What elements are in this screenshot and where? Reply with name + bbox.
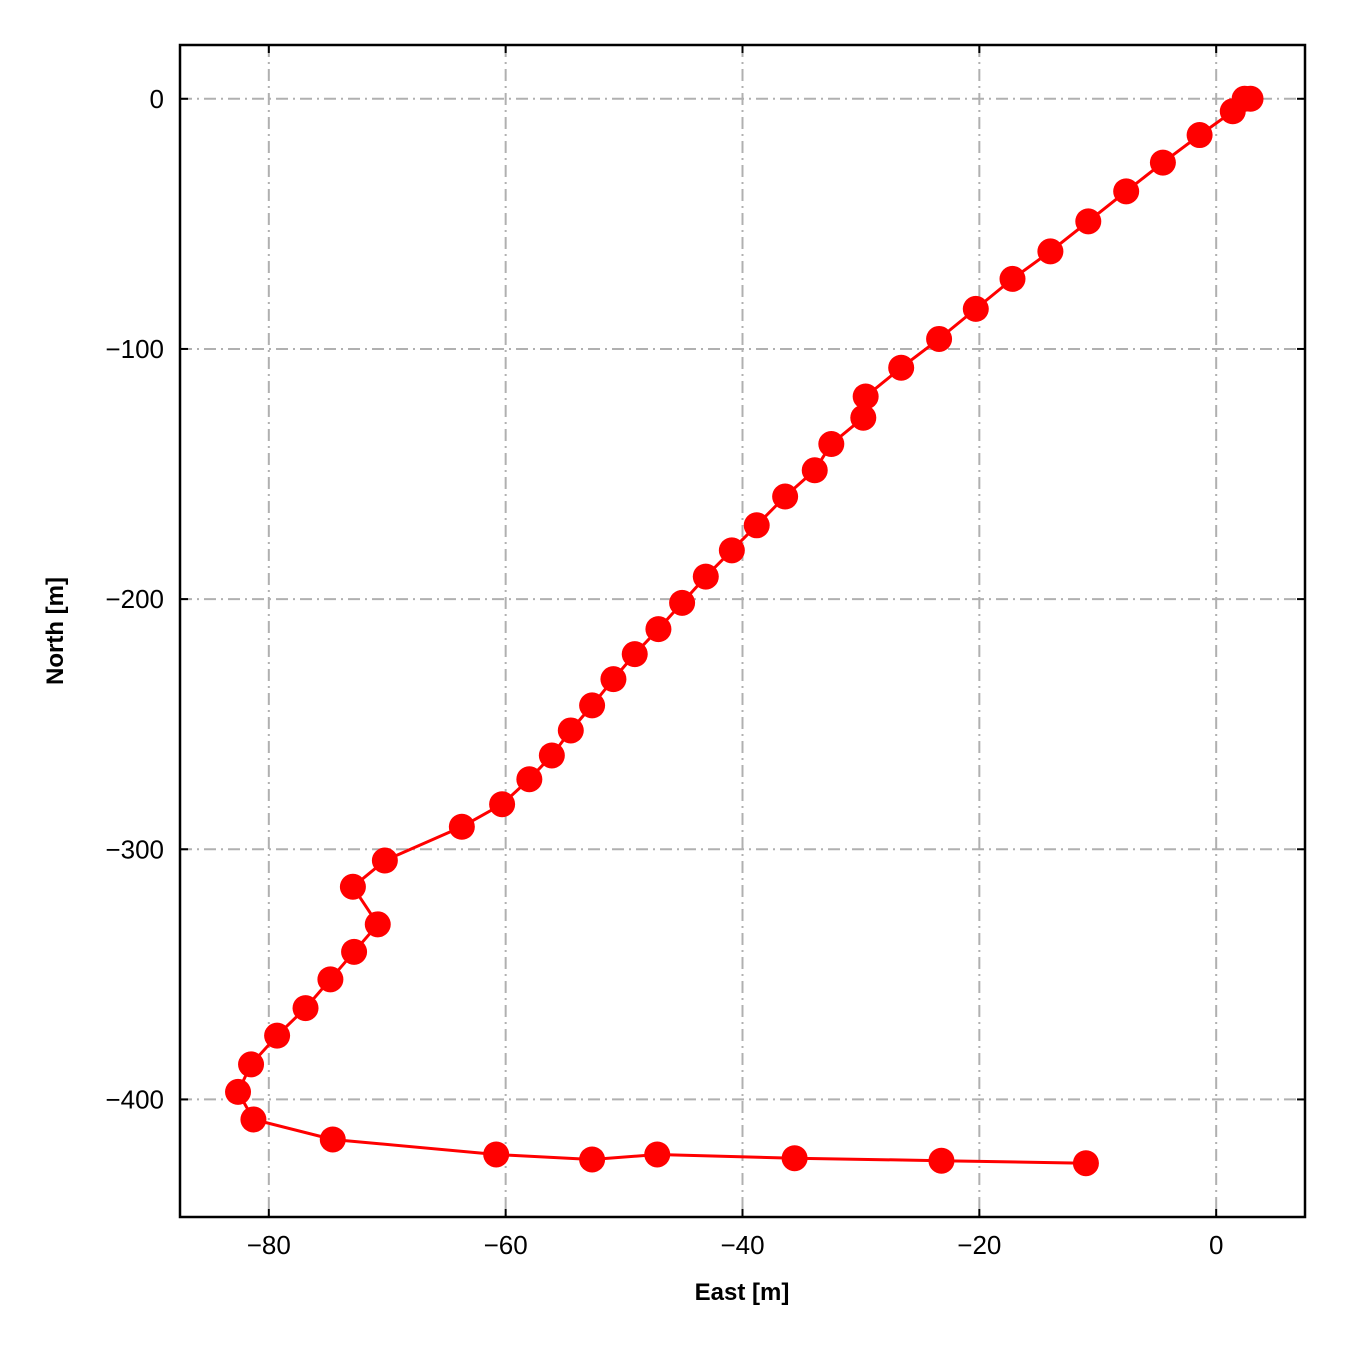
data-point xyxy=(772,483,799,510)
data-point xyxy=(339,873,366,900)
data-point xyxy=(621,641,648,668)
data-point xyxy=(264,1022,291,1049)
data-point xyxy=(999,265,1026,292)
data-point xyxy=(483,1141,510,1168)
data-point xyxy=(225,1078,252,1105)
data-point xyxy=(557,717,584,744)
data-point xyxy=(962,295,989,322)
data-point xyxy=(692,563,719,590)
data-point xyxy=(743,512,770,539)
y-tick-label: −200 xyxy=(105,584,164,614)
data-point xyxy=(644,1141,671,1168)
data-point xyxy=(448,813,475,840)
y-tick-label: −100 xyxy=(105,334,164,364)
data-point xyxy=(319,1126,346,1153)
data-point xyxy=(1037,238,1064,265)
data-point xyxy=(341,938,368,965)
data-point xyxy=(1149,149,1176,176)
data-point xyxy=(645,616,672,643)
tick-group: −80 −60 −40 −20 00−100−200−300−400 xyxy=(105,45,1305,1260)
data-point xyxy=(928,1147,955,1174)
data-point xyxy=(600,666,627,693)
data-point xyxy=(238,1051,265,1078)
data-point xyxy=(1219,98,1246,125)
series-group xyxy=(225,85,1264,1177)
x-tick-label: 0 xyxy=(1209,1230,1223,1260)
data-point xyxy=(1072,1150,1099,1177)
data-point xyxy=(317,966,344,993)
data-point xyxy=(669,589,696,616)
data-point xyxy=(1186,122,1213,149)
x-axis-label: East [m] xyxy=(695,1279,790,1306)
data-point xyxy=(888,354,915,381)
x-tick-label: −60 xyxy=(484,1230,528,1260)
y-tick-label: −400 xyxy=(105,1084,164,1114)
grid-lines xyxy=(180,45,1305,1217)
data-point xyxy=(371,847,398,874)
data-point xyxy=(818,431,845,458)
data-point xyxy=(538,742,565,769)
data-point xyxy=(850,404,877,431)
data-point xyxy=(364,911,391,938)
data-point xyxy=(489,791,516,818)
data-point xyxy=(1075,208,1102,235)
x-tick-label: −20 xyxy=(957,1230,1001,1260)
y-axis-label: North [m] xyxy=(42,577,69,685)
y-tick-label: 0 xyxy=(150,84,164,114)
data-point xyxy=(718,537,745,564)
series-line xyxy=(236,97,1251,1165)
data-point xyxy=(852,383,879,410)
y-tick-label: −300 xyxy=(105,834,164,864)
data-point xyxy=(926,325,953,352)
data-point xyxy=(516,766,543,793)
data-point xyxy=(240,1106,267,1133)
x-tick-label: −80 xyxy=(247,1230,291,1260)
data-point xyxy=(801,457,828,484)
data-point xyxy=(781,1145,808,1172)
data-point xyxy=(579,1146,606,1173)
data-point xyxy=(579,692,606,719)
data-point xyxy=(1113,178,1140,205)
x-tick-label: −40 xyxy=(720,1230,764,1260)
data-point xyxy=(292,995,319,1022)
